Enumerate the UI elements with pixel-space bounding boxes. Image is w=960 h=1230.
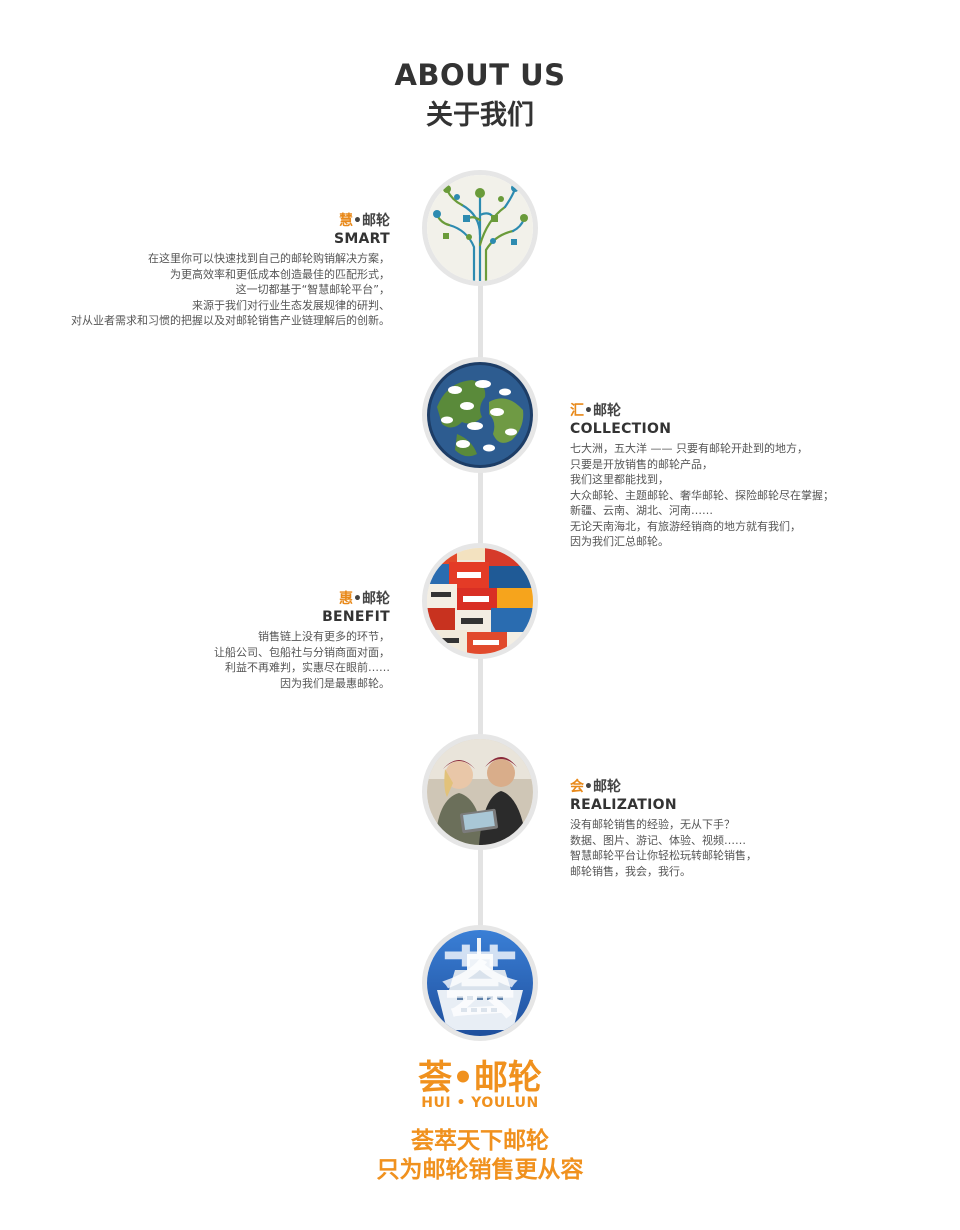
section-subtitle: SMART — [333, 231, 390, 247]
body-line: 销售链上没有更多的环节， — [258, 630, 390, 643]
section-body: 在这里你可以快速找到自己的邮轮购销解决方案， 为更高效率和更低成本创造最佳的匹配… — [0, 251, 390, 329]
page-title-cn: 关于我们 — [426, 100, 534, 131]
body-line: 没有邮轮销售的经验，无从下手？ — [570, 818, 735, 831]
body-line: 因为我们是最惠邮轮。 — [280, 676, 390, 690]
section-realization: 会•邮轮 REALIZATION 没有邮轮销售的经验，无从下手？ 数据、图片、游… — [570, 778, 960, 879]
collection-image — [422, 357, 538, 473]
body-line: 因为我们汇总邮轮。 — [570, 535, 669, 548]
section-subtitle: REALIZATION — [570, 797, 677, 813]
section-body: 没有邮轮销售的经验，无从下手？ 数据、图片、游记、体验、视频…… 智慧邮轮平台让… — [570, 817, 960, 879]
body-line: 七大洲，五大洋 —— 只要有邮轮开赴到的地方， — [570, 442, 808, 455]
body-line: 这一切都基于“智慧邮轮平台”， — [235, 283, 390, 296]
slogan-line-1: 荟萃天下邮轮 — [411, 1128, 549, 1154]
section-accent-char: 汇 — [570, 403, 584, 419]
ship-logo-icon: 荟 — [427, 930, 533, 1036]
smart-image — [422, 170, 538, 286]
people-with-tablet-photo — [427, 739, 533, 845]
section-title: 惠•邮轮 — [0, 590, 390, 608]
section-title-rest: •邮轮 — [584, 403, 621, 419]
body-line: 无论天南海北，有旅游经销商的地方就有我们， — [570, 519, 801, 533]
section-title: 会•邮轮 — [570, 778, 960, 796]
body-line: 来源于我们对行业生态发展规律的研判、 — [192, 298, 390, 312]
tech-network-tree-icon — [427, 175, 533, 281]
section-smart: 慧•邮轮 SMART 在这里你可以快速找到自己的邮轮购销解决方案， 为更高效率和… — [0, 212, 390, 329]
brand-name-en: HUI • YOULUN — [421, 1095, 539, 1111]
brand-name-cn: 荟•邮轮 — [418, 1058, 542, 1098]
body-line: 大众邮轮、主题邮轮、奢华邮轮、探险邮轮尽在掌握； — [570, 488, 834, 502]
realization-image — [422, 734, 538, 850]
body-line: 让船公司、包船社与分销商面对面， — [214, 645, 390, 659]
section-body: 销售链上没有更多的环节， 让船公司、包船社与分销商面对面， 利益不再难判，实惠尽… — [0, 629, 390, 691]
section-title: 慧•邮轮 — [0, 212, 390, 230]
brand-logo-image: 荟 — [422, 925, 538, 1041]
slogan-line-2: 只为邮轮销售更从容 — [376, 1157, 584, 1183]
section-body: 七大洲，五大洋 —— 只要有邮轮开赴到的地方， 只要是开放销售的邮轮产品， 我们… — [570, 441, 960, 550]
body-line: 为更高效率和更低成本创造最佳的匹配形式， — [170, 267, 390, 281]
brand-logo-char: 荟 — [442, 939, 518, 1028]
section-accent-char: 惠 — [339, 591, 354, 607]
benefit-image — [422, 543, 538, 659]
section-accent-char: 慧 — [339, 213, 354, 229]
section-accent-char: 会 — [570, 779, 584, 795]
section-title: 汇•邮轮 — [570, 402, 960, 420]
body-line: 我们这里都能找到， — [570, 473, 669, 486]
body-line: 在这里你可以快速找到自己的邮轮购销解决方案， — [148, 252, 390, 265]
globe-speech-bubbles-icon — [427, 362, 533, 468]
section-subtitle: COLLECTION — [570, 421, 672, 437]
body-line: 邮轮销售，我会，我行。 — [570, 864, 691, 878]
sale-tags-collage-icon — [427, 548, 533, 654]
section-collection: 汇•邮轮 COLLECTION 七大洲，五大洋 —— 只要有邮轮开赴到的地方， … — [570, 402, 960, 550]
body-line: 新疆、云南、湖北、河南…… — [570, 504, 713, 517]
section-subtitle: BENEFIT — [322, 609, 390, 625]
section-title-rest: •邮轮 — [353, 591, 390, 607]
section-benefit: 惠•邮轮 BENEFIT 销售链上没有更多的环节， 让船公司、包船社与分销商面对… — [0, 590, 390, 691]
body-line: 利益不再难判，实惠尽在眼前…… — [225, 661, 390, 674]
body-line: 对从业者需求和习惯的把握以及对邮轮销售产业链理解后的创新。 — [71, 314, 390, 327]
page-title-en: ABOUT US — [394, 58, 566, 92]
section-title-rest: •邮轮 — [353, 213, 390, 229]
body-line: 数据、图片、游记、体验、视频…… — [570, 833, 746, 847]
section-title-rest: •邮轮 — [584, 779, 621, 795]
body-line: 只要是开放销售的邮轮产品， — [570, 457, 713, 471]
body-line: 智慧邮轮平台让你轻松玩转邮轮销售， — [570, 849, 757, 862]
